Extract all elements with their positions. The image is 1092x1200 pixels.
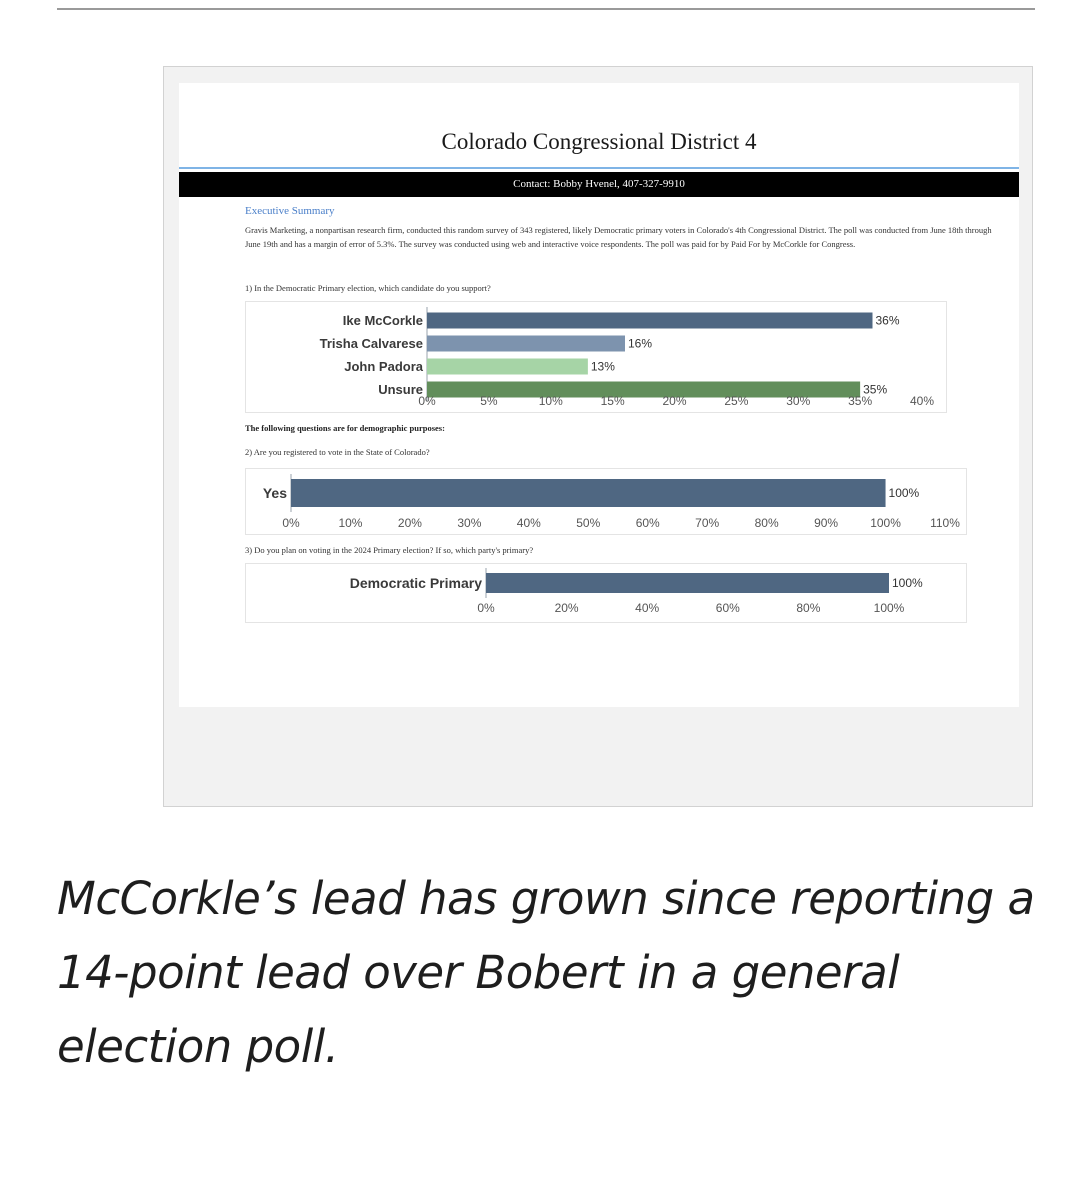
chart-tick-label: 30% xyxy=(786,394,810,408)
chart-candidate-support-svg: Ike McCorkle 36% Trisha Calvarese 16% John P… xyxy=(320,307,934,408)
chart-category-label: John Padora xyxy=(344,359,424,374)
chart-tick-label: 40% xyxy=(517,516,541,530)
chart-tick-label: 15% xyxy=(601,394,625,408)
chart-tick-label: 80% xyxy=(796,601,820,615)
chart-value-label: 100% xyxy=(892,576,923,590)
chart-candidate-support: Ike McCorkle 36% Trisha Calvarese 16% John P… xyxy=(245,301,947,413)
chart-tick-label: 40% xyxy=(910,394,934,408)
poll-document-image: Colorado Congressional District 4 Contac… xyxy=(179,83,1019,707)
question-1: 1) In the Democratic Primary election, w… xyxy=(245,283,491,293)
chart-primary-plan-svg: Democratic Primary 100% 0% 20% 40% 60% 80% 100% xyxy=(350,568,923,615)
chart-value-label: 100% xyxy=(889,486,920,500)
chart-tick-label: 100% xyxy=(870,516,901,530)
chart-bar xyxy=(427,335,625,352)
question-3: 3) Do you plan on voting in the 2024 Pri… xyxy=(245,545,534,555)
chart-tick-label: 10% xyxy=(338,516,362,530)
chart-tick-label: 110% xyxy=(930,516,960,530)
chart-tick-label: 50% xyxy=(576,516,600,530)
chart-tick-label: 30% xyxy=(457,516,481,530)
chart-tick-label: 0% xyxy=(282,516,300,530)
chart-tick-label: 5% xyxy=(480,394,498,408)
chart-category-label: Unsure xyxy=(378,382,423,397)
chart-category-label: Yes xyxy=(263,485,287,501)
chart-category-label: Trisha Calvarese xyxy=(320,336,423,351)
demographic-note: The following questions are for demograp… xyxy=(245,423,445,433)
contact-bar: Contact: Bobby Hvenel, 407-327-9910 xyxy=(179,172,1019,197)
chart-tick-label: 10% xyxy=(539,394,563,408)
chart-tick-label: 60% xyxy=(636,516,660,530)
chart-tick-label: 20% xyxy=(398,516,422,530)
chart-value-label: 36% xyxy=(876,314,900,328)
chart-primary-plan: Democratic Primary 100% 0% 20% 40% 60% 80% 100% xyxy=(245,563,967,623)
chart-value-label: 13% xyxy=(591,360,615,374)
chart-tick-label: 20% xyxy=(662,394,686,408)
question-2: 2) Are you registered to vote in the Sta… xyxy=(245,447,430,457)
chart-category-label: Ike McCorkle xyxy=(343,313,423,328)
chart-category-label: Democratic Primary xyxy=(350,575,483,591)
chart-bar xyxy=(427,312,873,329)
chart-tick-label: 90% xyxy=(814,516,838,530)
top-divider xyxy=(57,8,1035,10)
chart-bar xyxy=(427,358,588,375)
chart-value-label: 35% xyxy=(863,383,887,397)
document-title: Colorado Congressional District 4 xyxy=(441,129,757,154)
chart-registered: Yes 100% 0% 10% 20% 30% 40% 50% 60% 70% 80% 90% 100%… xyxy=(245,468,967,535)
executive-summary-heading: Executive Summary xyxy=(245,205,335,217)
chart-tick-label: 0% xyxy=(418,394,436,408)
chart-tick-label: 35% xyxy=(848,394,872,408)
chart-tick-label: 70% xyxy=(695,516,719,530)
title-rule xyxy=(179,167,1019,169)
chart-tick-label: 80% xyxy=(755,516,779,530)
chart-registered-svg: Yes 100% 0% 10% 20% 30% 40% 50% 60% 70% 80% 90% 100%… xyxy=(263,474,960,530)
chart-bar xyxy=(291,479,886,507)
summary-paragraph: Gravis Marketing, a nonpartisan research… xyxy=(245,225,992,249)
chart-tick-label: 0% xyxy=(477,601,495,615)
chart-tick-label: 20% xyxy=(555,601,579,615)
chart-tick-label: 100% xyxy=(874,601,905,615)
chart-value-label: 16% xyxy=(628,337,652,351)
chart-bar xyxy=(486,573,889,593)
chart-tick-label: 60% xyxy=(716,601,740,615)
chart-tick-label: 40% xyxy=(635,601,659,615)
chart-bar xyxy=(427,381,861,398)
image-caption: McCorkle’s lead has grown since reportin… xyxy=(57,872,1035,1073)
chart-tick-label: 25% xyxy=(724,394,748,408)
